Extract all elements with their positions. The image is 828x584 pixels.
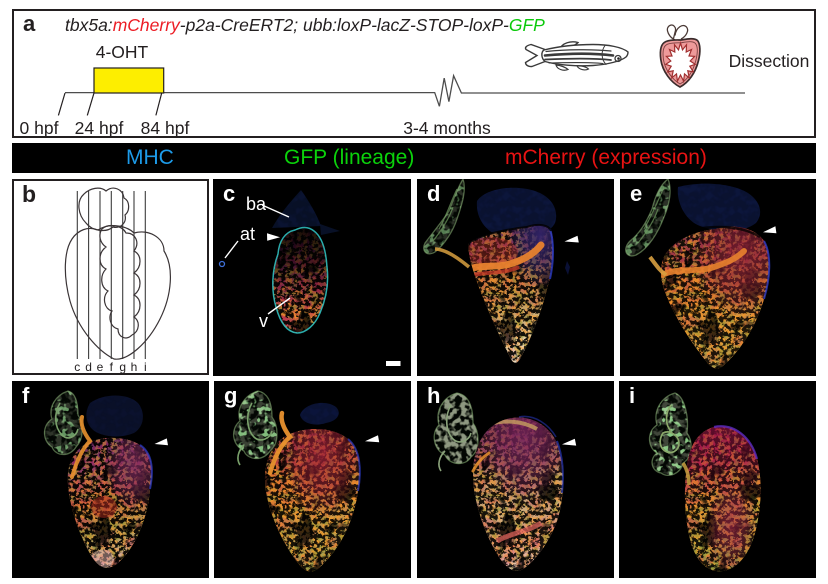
- svg-text:g: g: [119, 360, 126, 373]
- svg-text:i: i: [144, 360, 147, 373]
- svg-text:a: a: [23, 11, 36, 36]
- svg-text:tbx5a:mCherry-p2a-CreERT2; ubb: tbx5a:mCherry-p2a-CreERT2; ubb:loxP-lacZ…: [65, 15, 545, 35]
- svg-text:f: f: [110, 360, 114, 373]
- svg-text:c: c: [74, 360, 80, 373]
- svg-text:Dissection: Dissection: [729, 51, 810, 71]
- svg-text:84 hpf: 84 hpf: [141, 118, 190, 136]
- svg-text:0 hpf: 0 hpf: [20, 118, 59, 136]
- svg-text:at: at: [240, 224, 255, 244]
- svg-text:ba: ba: [246, 194, 267, 214]
- svg-text:4-OHT: 4-OHT: [96, 42, 149, 62]
- svg-text:3-4 months: 3-4 months: [403, 118, 491, 136]
- svg-text:24 hpf: 24 hpf: [75, 118, 124, 136]
- svg-text:b: b: [22, 181, 36, 207]
- svg-text:e: e: [97, 360, 104, 373]
- svg-text:v: v: [259, 311, 268, 331]
- svg-text:h: h: [131, 360, 138, 373]
- svg-text:d: d: [85, 360, 92, 373]
